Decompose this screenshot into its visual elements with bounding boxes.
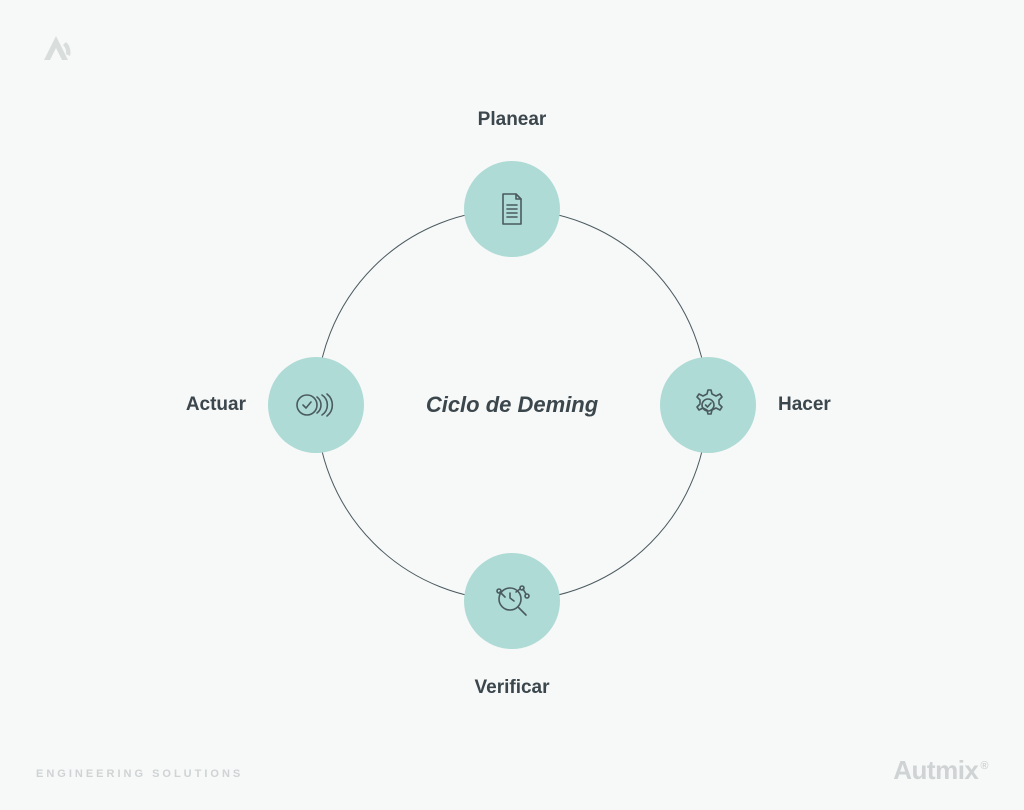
diagram-title: Ciclo de Deming	[426, 392, 598, 418]
brand-name: Autmix	[893, 755, 978, 785]
cycle-label-do: Hacer	[778, 394, 831, 416]
cycle-label-check: Verificar	[475, 677, 550, 699]
registered-mark: ®	[980, 760, 988, 772]
document-icon	[492, 189, 532, 229]
cycle-node-check	[464, 553, 560, 649]
gear-check-icon	[685, 382, 731, 428]
cycle-label-plan: Planear	[478, 109, 547, 131]
cycle-label-act: Actuar	[186, 394, 246, 416]
cycle-node-do	[660, 357, 756, 453]
brand-logo-icon	[36, 32, 76, 77]
coins-check-icon	[292, 385, 340, 425]
footer-tagline: ENGINEERING SOLUTIONS	[36, 768, 243, 780]
cycle-node-act	[268, 357, 364, 453]
deming-cycle-diagram: Ciclo de Deming Planear Hacer Verificar	[266, 159, 758, 651]
cycle-node-plan	[464, 161, 560, 257]
footer-brand: Autmix®	[893, 755, 988, 786]
magnify-chart-icon	[489, 578, 535, 624]
